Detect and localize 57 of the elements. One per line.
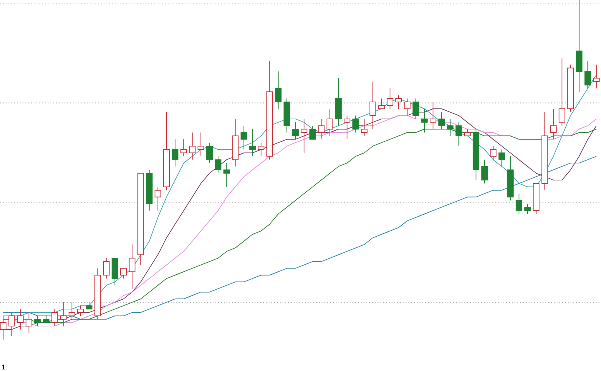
candlestick xyxy=(482,160,488,184)
candlestick xyxy=(154,186,162,212)
candlestick xyxy=(240,126,248,150)
candlestick xyxy=(430,102,437,130)
candlestick xyxy=(215,156,222,174)
candlestick xyxy=(344,116,351,140)
candlestick xyxy=(370,82,376,130)
candlestick xyxy=(301,119,308,154)
candlestick xyxy=(52,309,58,327)
candlestick xyxy=(292,122,299,140)
candlestick xyxy=(310,126,316,140)
candlestick xyxy=(120,268,128,280)
candlestick xyxy=(576,0,583,93)
candlestick xyxy=(593,64,600,90)
candlestick xyxy=(8,312,16,338)
candlestick xyxy=(447,119,454,137)
candlestick xyxy=(490,146,497,160)
candlestick xyxy=(275,71,282,110)
candlestick xyxy=(78,306,84,317)
candlestick xyxy=(412,98,420,120)
candlestick xyxy=(206,142,214,164)
candlestick xyxy=(387,88,394,110)
candlestick xyxy=(550,108,557,140)
candlestick xyxy=(284,98,290,134)
candlestick xyxy=(335,78,342,126)
candlestick xyxy=(68,302,76,320)
candlestick xyxy=(378,98,385,110)
candlestick xyxy=(361,119,368,137)
candlestick xyxy=(249,129,256,158)
candlestick xyxy=(438,112,446,130)
candlestick xyxy=(60,302,67,327)
candlestick xyxy=(456,122,462,147)
candlestick xyxy=(584,61,592,90)
candlestick xyxy=(198,132,204,158)
candlestick xyxy=(189,132,196,160)
candlestick xyxy=(396,95,402,110)
candlestick xyxy=(558,58,566,126)
candlestick xyxy=(421,108,428,134)
candlestick xyxy=(224,163,230,188)
candlestick xyxy=(516,194,523,215)
candlestick xyxy=(0,316,7,340)
candlestick xyxy=(103,258,110,280)
candlestick xyxy=(318,119,325,140)
candlestick xyxy=(129,244,136,290)
candlestick xyxy=(26,312,32,334)
candlestick xyxy=(172,139,179,168)
candlestick xyxy=(112,258,118,286)
candlestick xyxy=(17,309,24,330)
candlestick xyxy=(352,116,360,134)
candlestick xyxy=(180,139,188,158)
candlestick xyxy=(258,142,265,158)
candlestick xyxy=(524,204,532,215)
candlestick xyxy=(404,98,411,116)
candlestick xyxy=(232,119,239,168)
candlestick xyxy=(326,108,334,137)
candlestick xyxy=(34,316,42,327)
candlestick xyxy=(498,150,506,168)
